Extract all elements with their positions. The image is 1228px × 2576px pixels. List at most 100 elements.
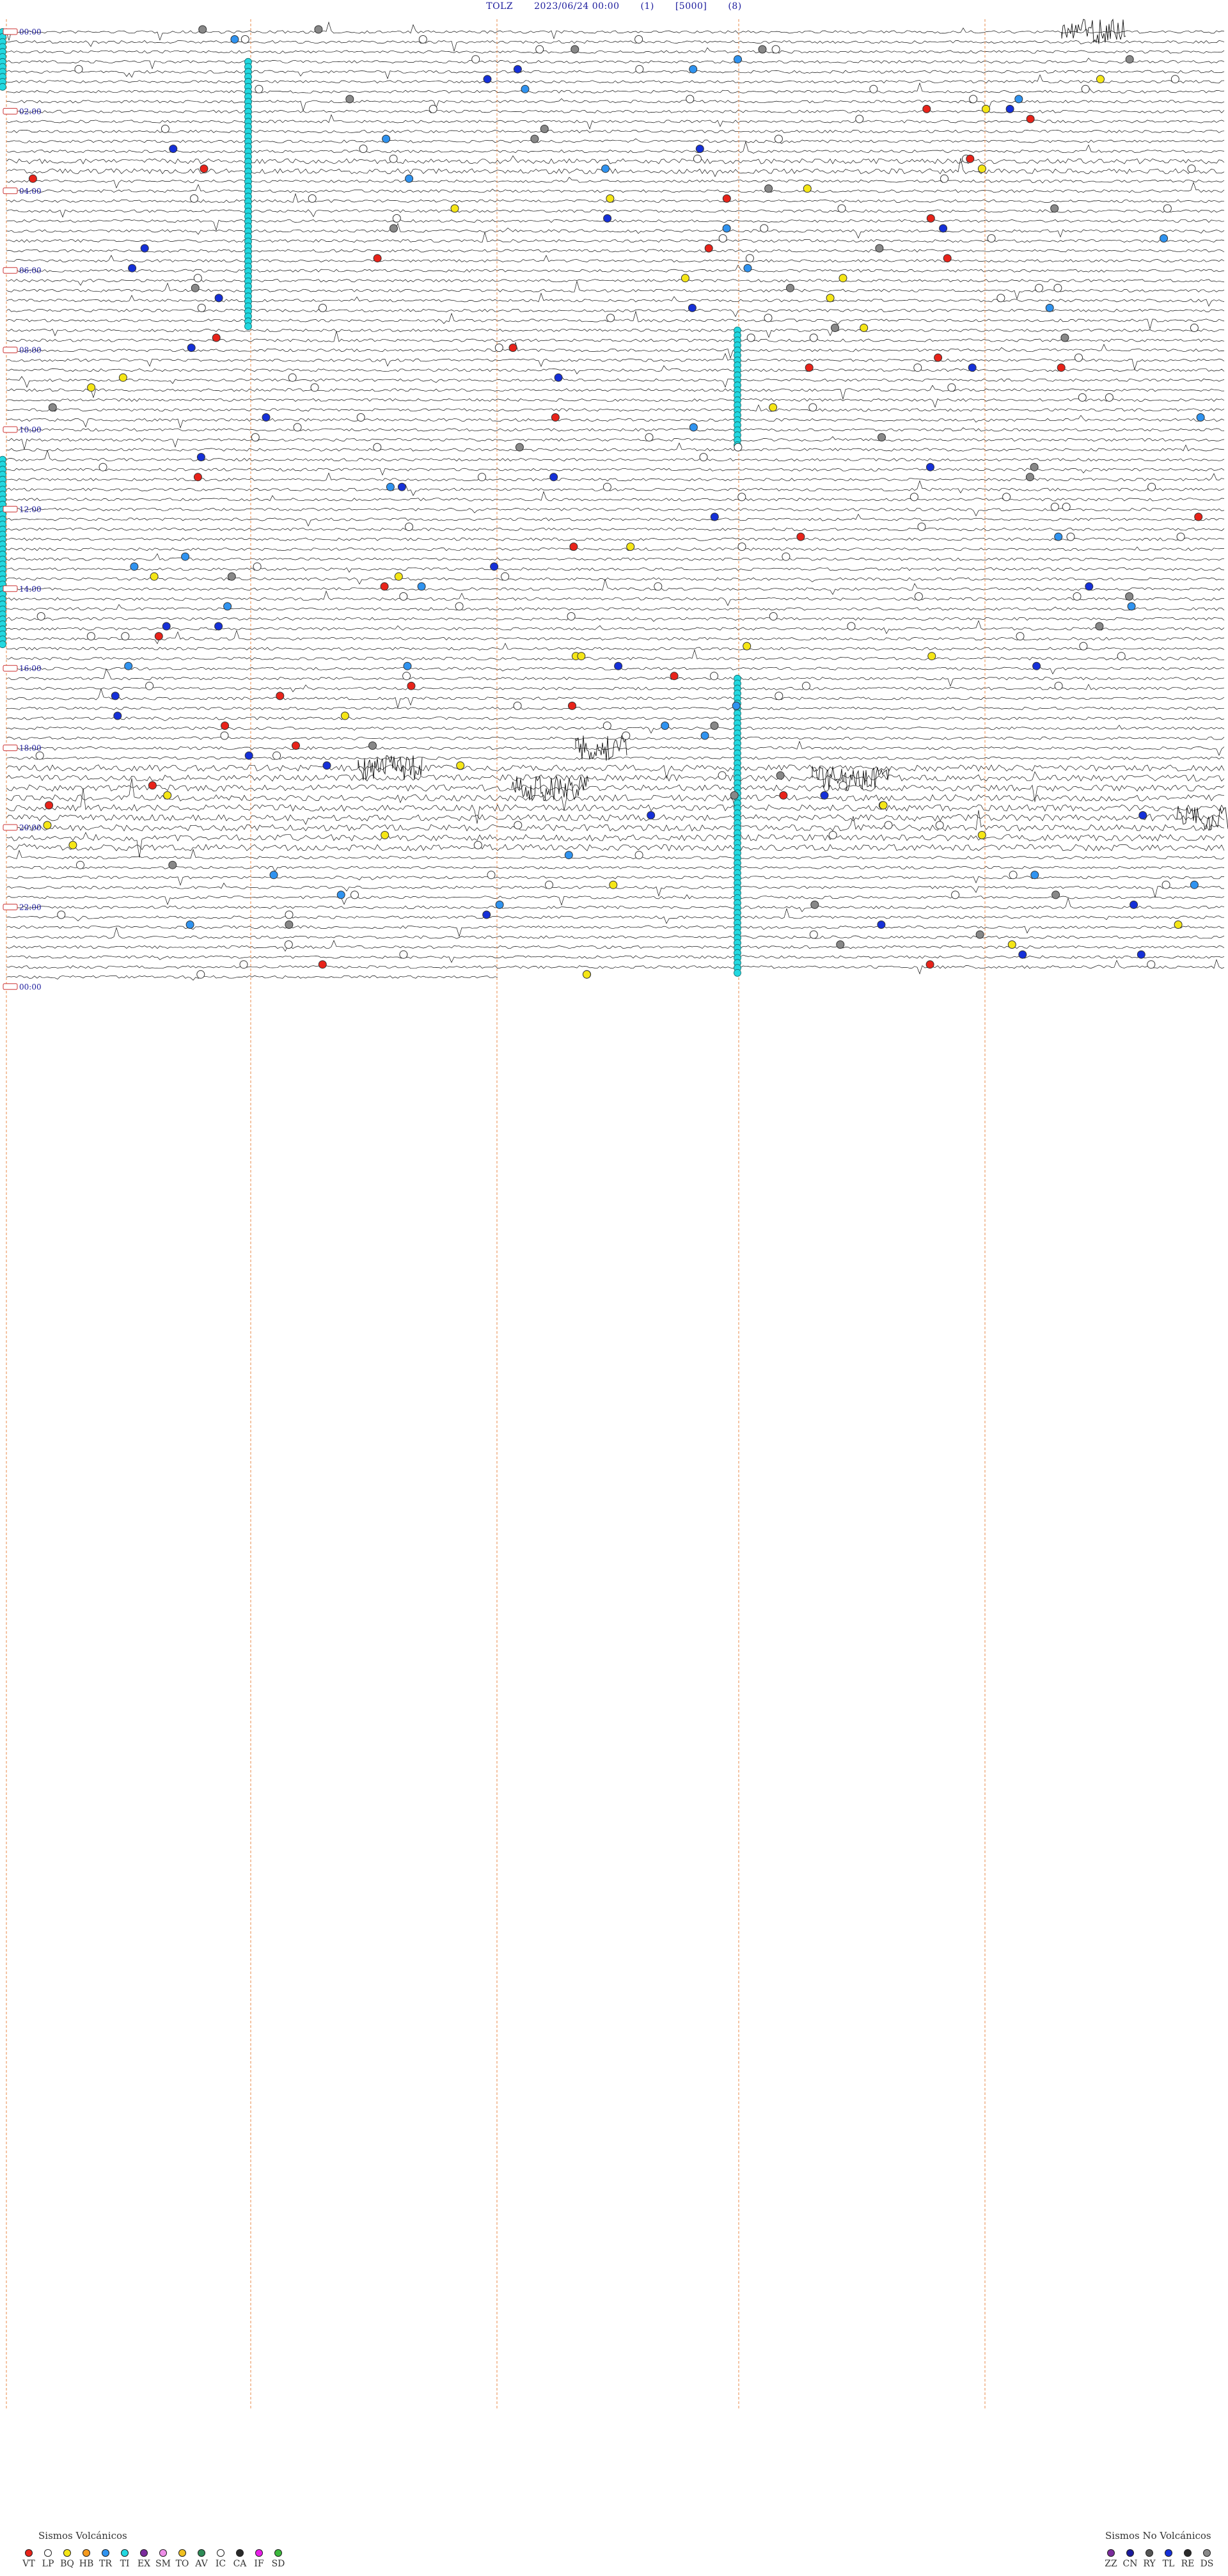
trace-line bbox=[6, 74, 1225, 84]
legend-nonvolcanic-ds-label: DS bbox=[1200, 2559, 1214, 2569]
legend-volcanic-ca: CA bbox=[230, 2549, 249, 2569]
event-marker-lp bbox=[745, 254, 754, 263]
event-marker-vt bbox=[508, 344, 517, 352]
trace-line bbox=[6, 667, 1225, 675]
trace-line bbox=[6, 617, 1225, 622]
event-marker-lp bbox=[76, 860, 84, 869]
trace-line bbox=[6, 365, 1225, 375]
legend-volcanic-if: IF bbox=[249, 2549, 269, 2569]
event-marker-tr bbox=[1160, 234, 1169, 243]
event-marker-lp bbox=[737, 493, 746, 502]
event-marker-lp bbox=[809, 333, 818, 342]
trace-line bbox=[6, 629, 1225, 645]
trace-line bbox=[6, 310, 1225, 330]
event-marker-tl bbox=[483, 75, 492, 84]
legend-nonvolcanic-re-label: RE bbox=[1181, 2559, 1195, 2569]
event-marker-lp bbox=[418, 35, 427, 43]
event-marker-lp bbox=[284, 940, 293, 949]
event-marker-tl bbox=[647, 811, 656, 819]
hour-label-marker bbox=[3, 585, 18, 592]
trace-line bbox=[6, 384, 1225, 400]
event-marker-tl bbox=[113, 711, 122, 720]
legend-nonvolcanic-re-marker bbox=[1184, 2549, 1192, 2557]
event-marker-lp bbox=[764, 313, 773, 322]
event-marker-lp bbox=[996, 294, 1005, 303]
trace-line bbox=[6, 352, 1225, 371]
legend-nonvolcanic-tl: TL bbox=[1159, 2549, 1178, 2569]
event-marker-tl bbox=[214, 622, 223, 631]
event-marker-tl bbox=[1032, 661, 1041, 670]
event-marker-lp bbox=[645, 433, 654, 442]
event-marker-ds bbox=[314, 25, 323, 34]
legend-volcanic-title: Sismos Volcánicos bbox=[38, 2530, 127, 2541]
event-marker-lp bbox=[121, 632, 130, 641]
legend-volcanic-ti-marker bbox=[121, 2549, 129, 2557]
event-marker-vt bbox=[276, 691, 285, 700]
event-marker-lp bbox=[1062, 502, 1071, 511]
event-marker-bq bbox=[609, 880, 618, 889]
trace-line bbox=[6, 706, 1225, 711]
event-marker-tr bbox=[495, 900, 504, 909]
event-marker-lp bbox=[251, 433, 260, 442]
event-marker-lp bbox=[760, 224, 769, 233]
hour-label: 10:00 bbox=[19, 425, 42, 434]
event-marker-lp bbox=[288, 373, 297, 382]
event-marker-lp bbox=[514, 821, 523, 830]
trace-line bbox=[6, 450, 1225, 462]
legend-volcanic-ex-label: EX bbox=[137, 2559, 151, 2569]
event-marker-lp bbox=[847, 622, 856, 631]
event-marker-lp bbox=[272, 751, 281, 760]
event-marker-lp bbox=[86, 632, 95, 641]
event-marker-lp bbox=[1078, 393, 1087, 402]
event-marker-tr bbox=[223, 602, 232, 611]
event-marker-lp bbox=[884, 821, 893, 830]
legend-nonvolcanic-cn: CN bbox=[1121, 2549, 1140, 2569]
trace-line bbox=[6, 810, 1225, 832]
legend-volcanic-to-marker bbox=[178, 2549, 186, 2557]
event-marker-tl bbox=[482, 910, 491, 919]
legend-volcanic-ca-marker bbox=[236, 2549, 244, 2557]
event-marker-bq bbox=[977, 164, 986, 173]
event-marker-ds bbox=[1025, 473, 1034, 482]
trace-line bbox=[6, 328, 1225, 338]
event-marker-lp bbox=[74, 65, 83, 74]
trace-line bbox=[6, 181, 1225, 193]
event-marker-lp bbox=[350, 890, 359, 899]
event-marker-tr bbox=[1045, 303, 1054, 312]
trace-line bbox=[6, 668, 1225, 687]
event-marker-tr bbox=[130, 562, 139, 571]
legend-volcanic-if-marker bbox=[255, 2549, 263, 2557]
legend-volcanic-ic: IC bbox=[211, 2549, 230, 2569]
event-marker-lp bbox=[828, 831, 837, 839]
event-marker-lp bbox=[654, 582, 663, 591]
event-marker-tl bbox=[214, 294, 223, 303]
hour-label: 02:00 bbox=[19, 107, 42, 116]
event-marker-vt bbox=[805, 363, 814, 372]
event-marker-bq bbox=[340, 711, 349, 720]
trace-line bbox=[6, 47, 1225, 54]
event-marker-vt bbox=[28, 174, 37, 183]
event-marker-vt bbox=[154, 632, 163, 641]
event-marker-lp bbox=[1035, 283, 1044, 292]
event-marker-tr bbox=[1190, 880, 1199, 889]
trace-line bbox=[6, 954, 1225, 963]
event-marker-ds bbox=[191, 283, 200, 292]
legend-volcanic-av: AV bbox=[192, 2549, 211, 2569]
event-marker-tl bbox=[262, 413, 271, 422]
header-field1: (1) bbox=[640, 1, 654, 12]
legend-volcanic-sm-marker bbox=[159, 2549, 167, 2557]
trace-line bbox=[6, 926, 1225, 939]
trace-line bbox=[6, 848, 1225, 860]
event-marker-lp bbox=[1187, 164, 1196, 173]
event-marker-tr bbox=[743, 264, 752, 273]
trace-line bbox=[6, 814, 1225, 825]
legend-volcanic-if-label: IF bbox=[254, 2559, 264, 2569]
event-marker-lp bbox=[775, 691, 783, 700]
event-marker-lp bbox=[782, 552, 791, 561]
event-marker-lp bbox=[190, 194, 198, 203]
event-marker-lp bbox=[909, 493, 918, 502]
legend-volcanic-bq: BQ bbox=[58, 2549, 77, 2569]
event-marker-lp bbox=[57, 910, 66, 919]
event-marker-bq bbox=[450, 204, 459, 213]
event-marker-lp bbox=[634, 35, 643, 43]
